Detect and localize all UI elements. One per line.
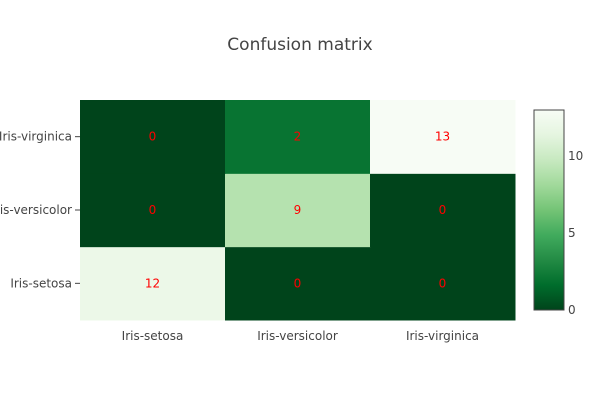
heatmap-cell [225, 246, 371, 321]
y-tick-label: Iris-virginica [0, 130, 72, 144]
y-tick-label: Iris-setosa [10, 276, 72, 290]
colorbar-gradient [533, 109, 565, 311]
chart-title: Confusion matrix [227, 35, 372, 55]
cell-value-label: 2 [294, 130, 302, 144]
heatmap-cell [80, 246, 226, 321]
colorbar: 0 5 10 [533, 109, 583, 317]
cell-annotations: 12 0 0 0 9 0 0 2 13 [145, 130, 450, 291]
x-tick-label: Iris-setosa [122, 329, 184, 343]
colorbar-tick-label: 5 [568, 226, 576, 240]
cell-value-label: 12 [145, 276, 160, 290]
heatmap-cell [225, 100, 371, 174]
cell-value-label: 13 [435, 130, 450, 144]
x-tick-label: Iris-virginica [406, 329, 479, 343]
x-tick-label: Iris-versicolor [257, 329, 338, 343]
cell-value-label: 9 [294, 203, 302, 217]
x-axis: Iris-setosa Iris-versicolor Iris-virginica [122, 329, 479, 343]
colorbar-tick-label: 10 [568, 149, 583, 163]
y-tick-label: Iris-versicolor [0, 203, 72, 217]
colorbar-tick-label: 0 [568, 303, 576, 317]
heatmap-cell [80, 173, 226, 248]
heatmap-cell [370, 173, 516, 248]
heatmap-cell [370, 246, 516, 321]
cell-value-label: 0 [439, 203, 447, 217]
heatmap-cells [80, 100, 516, 321]
cell-value-label: 0 [439, 276, 447, 290]
y-axis: Iris-setosa Iris-versicolor Iris-virginica [0, 130, 80, 290]
heatmap-cell [370, 100, 516, 174]
colorbar-ticks: 0 5 10 [568, 149, 583, 317]
cell-value-label: 0 [149, 203, 157, 217]
cell-value-label: 0 [149, 130, 157, 144]
cell-value-label: 0 [294, 276, 302, 290]
heatmap-cell [80, 100, 226, 174]
heatmap-cell [225, 173, 371, 248]
